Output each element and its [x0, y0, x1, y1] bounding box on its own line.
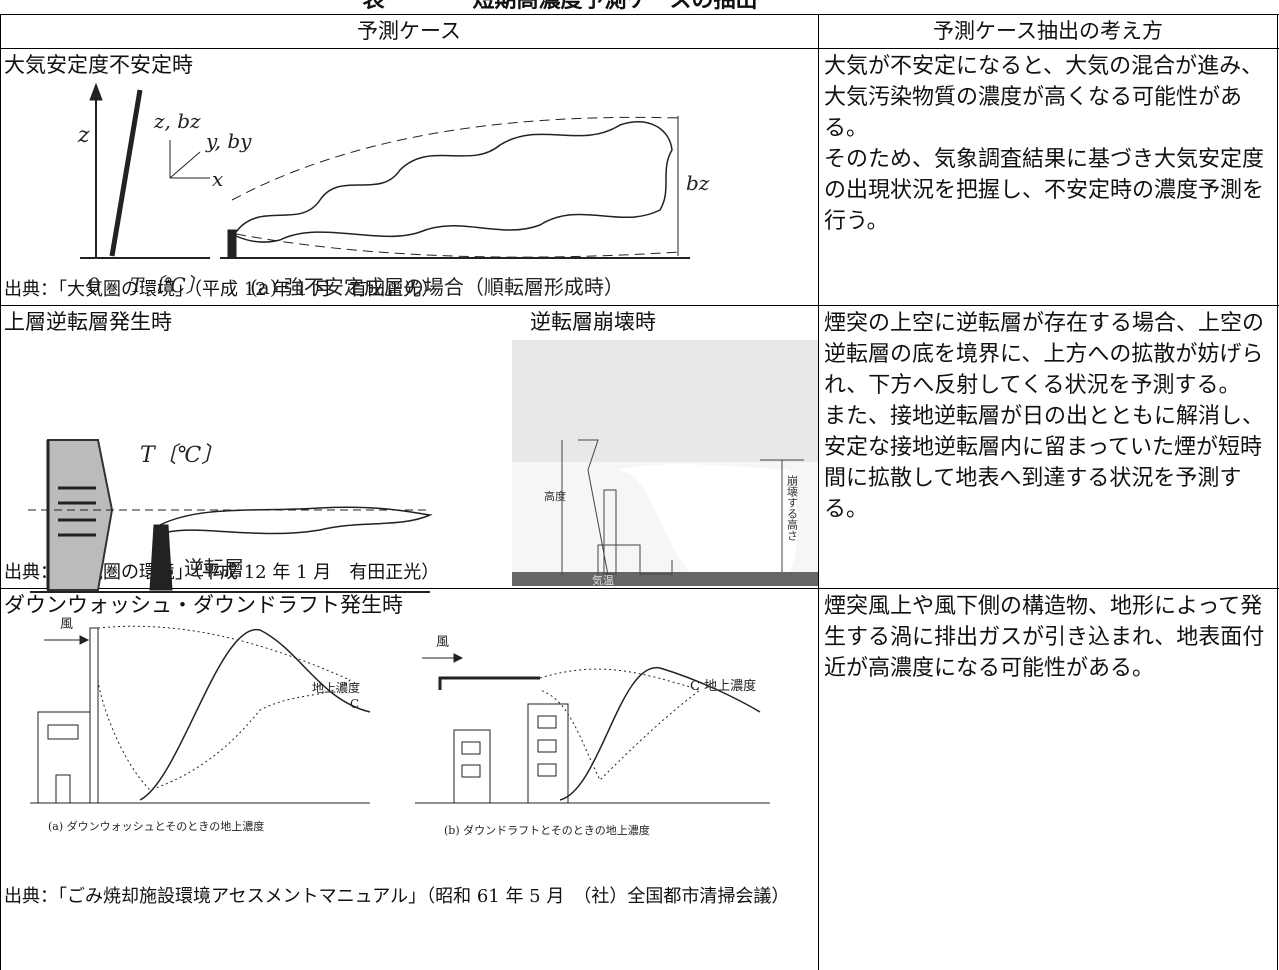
case: ダウンウォッシュ・ダウンドラフト発生時: [4, 593, 403, 617]
paragraph: 煙突風上や風下側の構造物、地形によって発生する渦に排出ガスが引き込まれ、地表面付…: [824, 594, 1265, 681]
label: x: [212, 167, 223, 191]
border: [818, 14, 819, 970]
header: 予測ケース抽出の考え方: [933, 19, 1163, 43]
paragraph: そのため、気象調査結果に基づき大気安定度の出現状況を把握し、不安定時の濃度予測を…: [824, 147, 1265, 234]
label: 逆転層: [184, 556, 244, 580]
label: T〔℃〕: [140, 443, 223, 468]
source: 出典：「大気圏の環境」（平成 12 年 1 月 有田正光）: [4, 279, 440, 300]
title: 表 短期高濃度予測ケースの抽出: [362, 0, 758, 13]
label: 地上濃度: [312, 680, 360, 695]
label: 高度: [544, 489, 566, 503]
case: 大気安定度不安定時: [4, 53, 193, 77]
label: C 地上濃度: [690, 678, 756, 694]
border: [1277, 14, 1278, 970]
paragraph: 煙突の上空に逆転層が存在する場合、上空の逆転層の底を境界に、上方への拡散が妨げら…: [824, 311, 1265, 398]
label: (a) 強不安定成層の場合（順転層形成時）: [250, 275, 624, 299]
source: 出典：「ごみ焼却施設環境アセスメントマニュアル」（昭和 61 年 5 月 （社）…: [4, 886, 790, 907]
paragraph: また、接地逆転層が日の出とともに解消し、安定な接地逆転層内に留まっていた煙が短時…: [824, 404, 1265, 522]
label: (a) ダウンウォッシュとそのときの地上濃度: [48, 819, 264, 833]
label: 風: [436, 635, 449, 650]
rationale: 煙突風上や風下側の構造物、地形によって発生する渦に排出ガスが引き込まれ、地表面付…: [824, 591, 1276, 684]
label: z: [77, 123, 90, 148]
label: bz: [686, 171, 710, 195]
header: 予測ケース: [357, 19, 461, 43]
paragraph: 大気が不安定になると、大気の混合が進み、大気汚染物質の濃度が高くなる可能性がある…: [824, 54, 1264, 141]
label: C: [350, 697, 359, 711]
figure-downwash: 風 地上濃度 C (a) ダウンウォッシュとそのときの地上濃度: [30, 617, 371, 833]
label: y, by: [205, 129, 252, 153]
figure-unstable: z z, bz y, by x bz 0 T〔℃〕 (a) 強不安定成層の場合（…: [77, 82, 710, 299]
case: 逆転層崩壊時: [530, 310, 656, 334]
border: [0, 14, 1, 970]
figure-fumigation: 高度 崩壊する高さ 気温: [512, 340, 818, 587]
label: 風: [60, 617, 73, 632]
label: (b) ダウンドラフトとそのときの地上濃度: [444, 823, 650, 837]
label: 気温: [592, 573, 614, 587]
label: 崩壊する高さ: [786, 474, 799, 541]
label: z, bz: [153, 109, 201, 133]
rationale: 大気が不安定になると、大気の混合が進み、大気汚染物質の濃度が高くなる可能性がある…: [824, 51, 1276, 237]
rationale: 煙突の上空に逆転層が存在する場合、上空の逆転層の底を境界に、上方への拡散が妨げら…: [824, 308, 1276, 525]
label: T〔℃〕: [130, 273, 206, 297]
border: [0, 14, 1279, 15]
label: 0: [88, 273, 101, 297]
case: 上層逆転層発生時: [4, 310, 172, 334]
border: [0, 305, 1279, 306]
figure-downdraft: 風 C 地上濃度 (b) ダウンドラフトとそのときの地上濃度: [415, 635, 770, 837]
figure-inversion: T〔℃〕 逆転層: [28, 439, 433, 593]
border: [0, 48, 1279, 49]
source: 出典：「大気圏の環境」（平成 12 年 1 月 有田正光）: [4, 562, 440, 583]
border: [0, 588, 1279, 589]
